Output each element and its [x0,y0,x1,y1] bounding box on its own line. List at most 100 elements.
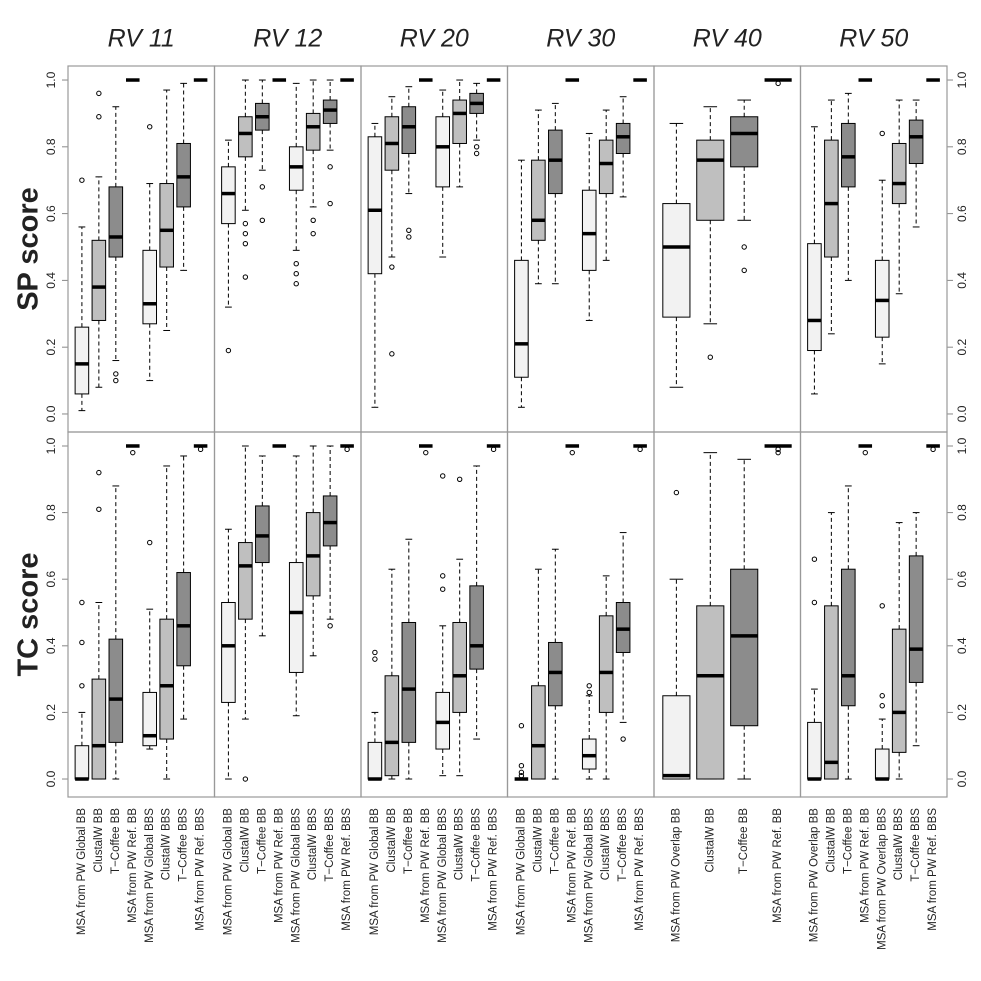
panel-frame [799,431,948,798]
outlier [310,230,316,237]
box [531,685,546,780]
outlier [96,90,102,97]
x-tick-label: MSA from PW Overlap BB [670,808,682,943]
x-tick-label: MSA from PW Ref. BB [127,808,139,923]
outlier [96,506,102,512]
outlier [79,177,85,183]
y-tick-label: 0.4 [44,272,58,289]
x-tick-label: T−Coffee BB [738,808,750,874]
box [581,189,597,271]
panel-frame [506,431,655,798]
box [452,99,467,144]
panel-title: RV 11 [108,25,175,53]
box [367,136,383,275]
x-tick-label: T−Coffee BB [110,808,122,874]
x-tick-label: T−Coffee BBS [617,808,629,882]
outlier [406,227,412,233]
outlier [879,703,885,709]
box [401,621,417,743]
outlier [293,271,299,277]
outlier [620,736,626,742]
box [807,721,822,780]
x-tick-label: MSA from PW Ref. BBS [341,808,353,931]
x-tick-label: MSA from PW Overlap BB [808,808,820,943]
y-tick-label-right: 1.0 [955,437,969,454]
outlier [879,693,885,699]
box [469,585,484,670]
outlier [96,114,102,120]
box [91,239,107,321]
box [908,119,924,165]
x-tick-label: MSA from PW Ref. BBS [195,808,207,931]
outlier [242,274,249,280]
box [891,142,907,205]
box [824,139,839,258]
outlier [79,639,85,646]
outlier [327,623,333,629]
x-tick-label: T−Coffee BB [403,808,415,874]
x-tick-label: ClustalW BB [532,808,544,873]
x-tick-label: MSA from PW Ref. BB [859,808,871,923]
outlier [862,449,868,456]
outlier [79,599,85,606]
x-tick-label: MSA from PW Global BB [515,808,527,936]
box [384,675,400,777]
outlier [440,473,446,479]
box [730,116,759,168]
box [730,568,759,727]
outlier [327,200,333,207]
outlier [473,144,480,150]
x-tick-label: MSA from PW Ref. BB [772,808,784,923]
x-tick-label: ClustalW BBS [600,808,612,881]
outlier [147,124,153,130]
x-tick-label: ClustalW BB [825,808,837,873]
x-tick-label: T−Coffee BB [842,808,854,874]
outlier [775,80,781,87]
outlier [113,371,119,377]
panel-frame [213,431,362,798]
outlier [518,762,525,769]
outlier [741,267,747,274]
outlier [811,599,818,606]
outlier [225,347,232,354]
outlier [259,184,266,190]
y-tick-label: 0.0 [44,405,58,422]
outlier [96,469,102,476]
outlier [79,683,85,689]
row-label: TC score [13,552,45,676]
x-tick-label: MSA from PW Global BBS [437,808,449,943]
outlier [518,769,525,776]
y-tick-label: 1.0 [44,71,58,88]
row-label: SP score [13,187,45,311]
x-tick-label: MSA from PW Ref. BB [273,808,285,923]
outlier [372,649,378,656]
x-tick-label: T−Coffee BBS [471,808,483,882]
box [598,615,614,713]
box [238,542,253,620]
box [142,691,158,747]
box [108,638,124,743]
panel-frame [360,65,509,433]
box [401,106,417,154]
x-tick-label: ClustalW BB [704,808,716,873]
outlier [113,377,119,384]
outlier [293,260,299,267]
x-tick-label: MSA from PW Ref. BB [420,808,432,923]
outlier [389,351,395,357]
box [824,605,839,780]
box [531,159,546,241]
y-tick-label-right: 1.0 [955,71,969,88]
outlier [197,446,204,453]
box [142,249,158,325]
x-tick-label: ClustalW BB [239,808,251,873]
y-tick-label-right: 0.8 [955,138,969,155]
x-tick-label: ClustalW BB [386,808,398,873]
box [176,572,191,667]
y-tick-label: 0.6 [44,571,58,588]
y-tick-label: 0.8 [44,504,58,521]
x-tick-label: T−Coffee BB [256,808,268,874]
panel-frame [67,65,216,433]
x-tick-label: T−Coffee BBS [178,808,190,882]
